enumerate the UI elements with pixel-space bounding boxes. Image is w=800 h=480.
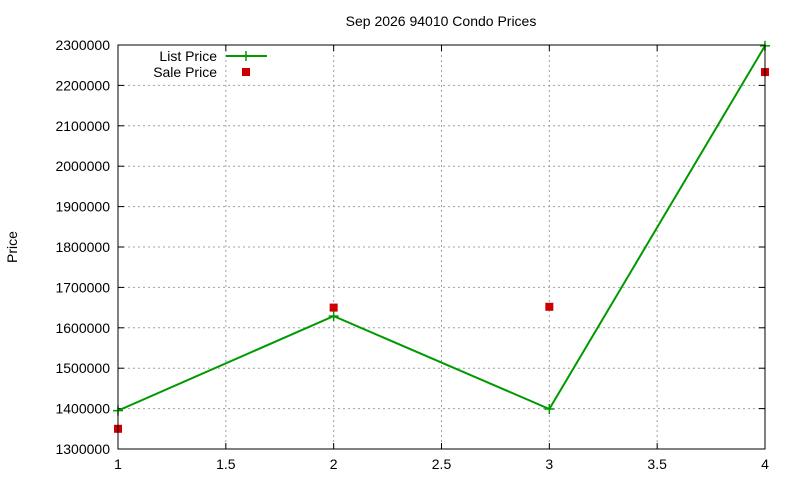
data-point-list-price — [544, 404, 555, 415]
axis-ticks: 1300000 1400000 1500000 1600000 1700000 18000… — [55, 37, 769, 472]
y-tick-label: 2000000 — [55, 158, 110, 174]
chart-title: Sep 2026 94010 Condo Prices — [346, 13, 537, 29]
legend-label-list-price: List Price — [159, 48, 217, 64]
x-tick-label: 2 — [330, 456, 338, 472]
data-point-sale-price — [329, 303, 338, 312]
y-tick-label: 1900000 — [55, 199, 110, 215]
legend-marker-sale-price — [242, 68, 250, 76]
y-tick-label: 1300000 — [55, 441, 110, 457]
x-tick-label: 2.5 — [432, 456, 452, 472]
y-tick-label: 2300000 — [55, 37, 110, 53]
y-tick-label: 1600000 — [55, 320, 110, 336]
legend-marker-list-price — [241, 51, 251, 61]
data-point-list-price — [328, 311, 339, 322]
y-axis-label: Price — [4, 231, 20, 263]
y-tick-label: 2100000 — [55, 118, 110, 134]
x-tick-label: 3 — [545, 456, 553, 472]
plot-frame — [117, 44, 766, 450]
grid-lines — [118, 45, 765, 449]
y-tick-label: 1500000 — [55, 360, 110, 376]
series-line-list-price — [117, 45, 766, 412]
x-tick-label: 1 — [114, 456, 122, 472]
y-tick-label: 1700000 — [55, 279, 110, 295]
y-tick-label: 1800000 — [55, 239, 110, 255]
x-tick-label: 4 — [761, 456, 769, 472]
series-list-price — [113, 40, 770, 416]
y-tick-label: 1400000 — [55, 401, 110, 417]
data-point-sale-price — [545, 302, 554, 311]
x-tick-label: 3.5 — [647, 456, 667, 472]
legend-label-sale-price: Sale Price — [153, 64, 217, 80]
x-tick-label: 1.5 — [216, 456, 236, 472]
y-tick-label: 2200000 — [55, 77, 110, 93]
